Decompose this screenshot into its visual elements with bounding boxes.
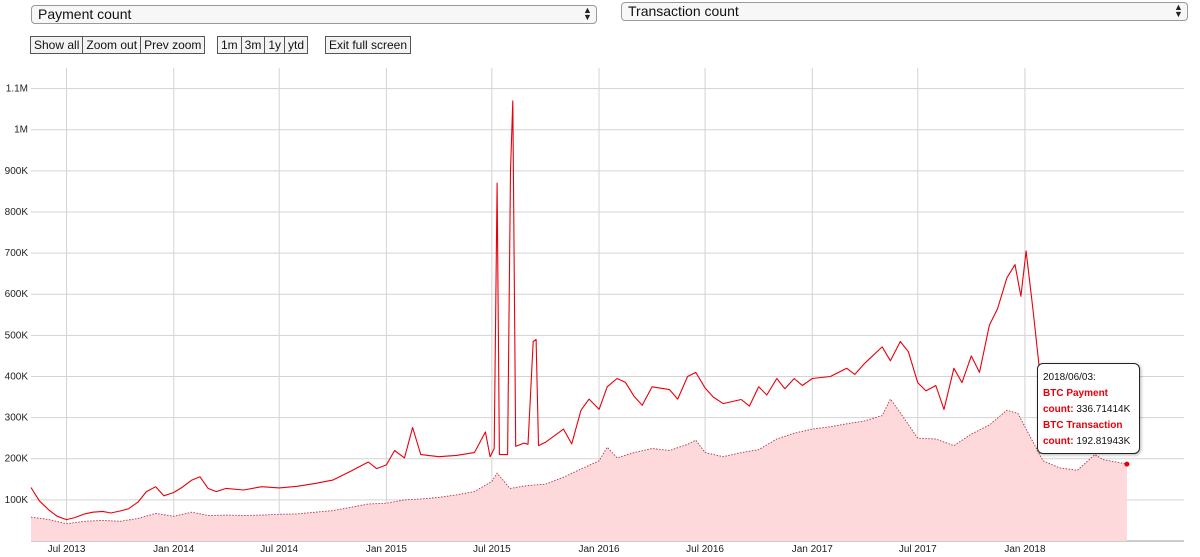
payment-count-select-value: Payment count [38,6,132,22]
tooltip-payment-label: BTC Payment [1043,388,1109,399]
transaction-count-select-value: Transaction count [628,3,739,19]
x-tick-label: Jan 2015 [366,544,408,555]
zoom-out-button[interactable]: Zoom out [83,37,142,53]
y-tick-label: 900K [5,166,29,177]
x-tick-label: Jan 2016 [578,544,620,555]
tooltip-transaction-value-label: count: [1043,436,1074,447]
tooltip-transaction-value: 192.81943K [1076,436,1131,447]
select-arrows-icon: ▲ ▼ [583,5,592,22]
zoom-button-group: Show all Zoom out Prev zoom [30,36,206,54]
tooltip-payment-row: count: 336.71414K [1043,402,1134,418]
x-tick-label: Jan 2017 [792,544,834,555]
x-tick-label: Jul 2015 [473,544,511,555]
tooltip-transaction-label: BTC Transaction [1043,420,1123,431]
range-button-group: 1m 3m 1y ytd [217,36,309,54]
tooltip-date: 2018/06/03: [1043,372,1096,383]
range-1m-button[interactable]: 1m [218,37,242,53]
x-tick-label: Jan 2018 [1004,544,1046,555]
y-tick-label: 300K [5,413,29,424]
y-tick-label: 700K [5,248,29,259]
y-tick-label: 1.1M [6,84,28,95]
payment-line [30,100,1128,521]
x-tick-label: Jul 2013 [48,544,86,555]
tooltip-payment-value: 336.71414K [1076,404,1131,415]
tooltip-payment-value-label: count: [1043,404,1074,415]
data-tooltip: 2018/06/03: BTC Payment count: 336.71414… [1037,363,1140,454]
y-tick-label: 600K [5,289,29,300]
select-arrows-icon: ▲ ▼ [1174,2,1183,19]
y-tick-label: 1M [14,125,28,136]
transaction-count-select[interactable]: Transaction count ▲ ▼ [621,2,1188,21]
transaction-hover-marker [1124,461,1130,467]
show-all-button[interactable]: Show all [31,37,84,53]
exit-full-screen-button[interactable]: Exit full screen [329,38,408,52]
fullscreen-button-group: Exit full screen [325,36,412,54]
y-axis: 100K 200K 300K 400K 500K 600K 700K 800K 900K 1M 1.… [5,84,29,506]
y-tick-label: 200K [5,454,29,465]
x-axis: Jul 2013 Jan 2014 Jul 2014 Jan 2015 Jul 2015… [48,544,1046,555]
x-tick-label: Jan 2014 [153,544,195,555]
y-tick-label: 500K [5,330,29,341]
range-1y-button[interactable]: 1y [265,37,286,53]
prev-zoom-button[interactable]: Prev zoom [144,38,202,52]
transaction-series [30,398,1127,541]
range-ytd-button[interactable]: ytd [288,38,305,52]
y-tick-label: 400K [5,371,29,382]
range-3m-button[interactable]: 3m [242,37,266,53]
payment-series [30,100,1128,521]
payment-count-select[interactable]: Payment count ▲ ▼ [31,5,597,24]
x-tick-label: Jul 2017 [899,544,937,555]
tooltip-transaction-row: count: 192.81943K [1043,434,1134,450]
y-tick-label: 800K [5,207,29,218]
y-tick-label: 100K [5,495,29,506]
x-tick-label: Jul 2016 [686,544,724,555]
x-tick-label: Jul 2014 [260,544,298,555]
